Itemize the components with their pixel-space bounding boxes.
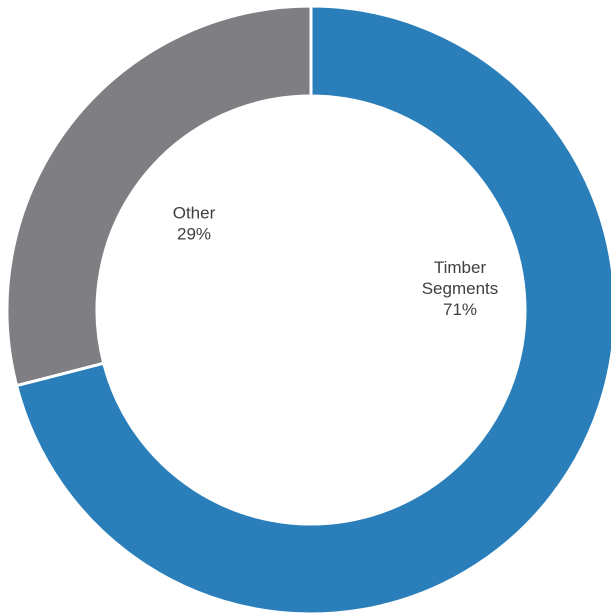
slice-label-timber-segments: Timber Segments 71% — [422, 258, 499, 319]
slice-labels: Timber Segments 71% Other 29% — [173, 204, 499, 320]
donut-slices — [5, 4, 611, 615]
slice-value-label: 71% — [443, 300, 477, 319]
slice-timber-segments — [15, 4, 611, 615]
slice-name-label: Segments — [422, 279, 499, 298]
slice-name-label: Other — [173, 204, 216, 223]
slice-label-other: Other 29% — [173, 204, 216, 244]
slice-name-label: Timber — [434, 258, 487, 277]
slice-value-label: 29% — [177, 225, 211, 244]
slice-other — [5, 4, 313, 388]
